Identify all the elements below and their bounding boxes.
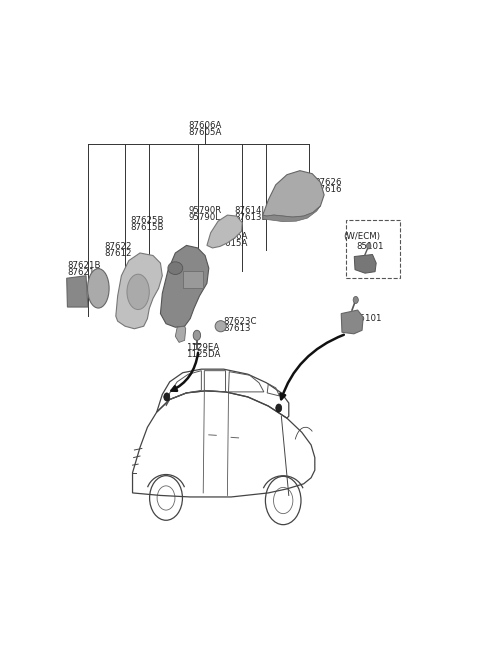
Circle shape: [367, 243, 371, 249]
Text: 1125DA: 1125DA: [186, 350, 221, 359]
Text: (W/ECM): (W/ECM): [343, 232, 380, 241]
Bar: [347, 220, 400, 278]
Text: 87616A: 87616A: [215, 232, 248, 241]
Polygon shape: [341, 310, 363, 334]
Circle shape: [276, 404, 282, 412]
Text: 87613L: 87613L: [235, 213, 267, 222]
Text: 87625B: 87625B: [131, 216, 164, 224]
Polygon shape: [263, 206, 321, 222]
Text: 87621C: 87621C: [67, 268, 101, 277]
Text: 87615A: 87615A: [215, 239, 248, 248]
Text: 95790R: 95790R: [188, 205, 222, 215]
Text: 87613: 87613: [224, 324, 251, 333]
Text: 87626: 87626: [315, 178, 342, 187]
Text: 95790L: 95790L: [188, 213, 220, 222]
Text: 87605A: 87605A: [188, 128, 222, 136]
Circle shape: [353, 297, 359, 304]
Text: 87614L: 87614L: [235, 205, 267, 215]
FancyArrowPatch shape: [280, 335, 344, 400]
Text: 87621B: 87621B: [67, 261, 101, 270]
Circle shape: [193, 330, 201, 340]
Text: 85101: 85101: [354, 314, 382, 323]
Polygon shape: [354, 255, 376, 273]
Polygon shape: [207, 215, 242, 248]
Polygon shape: [160, 245, 209, 327]
Ellipse shape: [215, 321, 226, 332]
Text: 87616: 87616: [315, 185, 342, 194]
Ellipse shape: [168, 262, 183, 274]
Text: 87615B: 87615B: [131, 223, 164, 232]
Bar: [183, 271, 203, 289]
Text: 87622: 87622: [105, 242, 132, 251]
Polygon shape: [263, 171, 324, 217]
Ellipse shape: [87, 269, 109, 308]
Text: 1129EA: 1129EA: [186, 343, 220, 352]
Polygon shape: [175, 326, 186, 342]
Circle shape: [164, 393, 170, 401]
Text: 87606A: 87606A: [188, 121, 222, 130]
Polygon shape: [116, 253, 162, 329]
Text: 87612: 87612: [105, 249, 132, 258]
Ellipse shape: [127, 274, 149, 310]
Text: 87623C: 87623C: [224, 317, 257, 325]
Polygon shape: [67, 276, 88, 307]
FancyArrowPatch shape: [171, 353, 198, 391]
Text: 85101: 85101: [357, 242, 384, 251]
